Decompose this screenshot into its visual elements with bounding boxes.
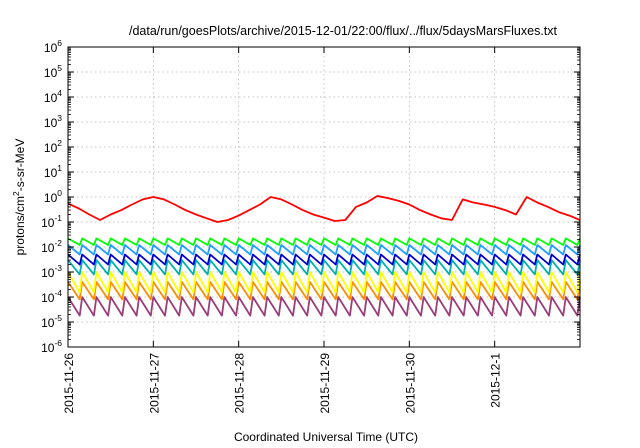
y-tick-exponent: 3	[57, 113, 62, 123]
y-tick-base: 10	[41, 241, 55, 255]
y-axis-label-sup: 2	[11, 191, 21, 196]
y-tick-base: 10	[44, 191, 58, 205]
series-line-2	[67, 244, 581, 256]
y-tick-base: 10	[44, 166, 58, 180]
x-axis-label: Coordinated Universal Time (UTC)	[234, 430, 418, 444]
y-tick-exponent: 2	[57, 138, 62, 148]
y-tick-base: 10	[44, 41, 58, 55]
x-tick-label: 2015-11-28	[233, 353, 247, 414]
x-axis: 2015-11-26 2015-11-27 2015-11-28 2015-11-29…	[62, 47, 503, 414]
x-tick-label: 2015-11-30	[403, 353, 417, 414]
y-tick-exponent: -6	[54, 338, 62, 348]
y-tick-base: 10	[41, 216, 55, 230]
x-tick-label: 2015-12-1	[489, 353, 503, 408]
y-tick-base: 10	[44, 66, 58, 80]
y-tick-label: 10-4	[41, 288, 62, 305]
y-tick-exponent: 1	[57, 163, 62, 173]
y-tick-base: 10	[44, 141, 58, 155]
y-tick-label: 10-6	[41, 338, 62, 355]
y-tick-base: 10	[41, 316, 55, 330]
y-tick-label: 10-5	[41, 313, 62, 330]
y-tick-exponent: 4	[57, 88, 62, 98]
x-tick-label: 2015-11-29	[318, 353, 332, 414]
y-tick-exponent: -3	[54, 263, 62, 273]
y-tick-exponent: -5	[54, 313, 62, 323]
y-tick-label: 104	[44, 88, 62, 105]
x-tick-label: 2015-11-26	[62, 353, 76, 414]
series-line-6	[67, 280, 581, 301]
y-tick-exponent: -1	[54, 213, 62, 223]
y-tick-label: 10-3	[41, 263, 62, 280]
y-tick-exponent: -4	[54, 288, 62, 298]
y-tick-exponent: 6	[57, 38, 62, 48]
y-tick-exponent: -2	[54, 238, 62, 248]
y-axis-label-pre: protons/cm	[13, 196, 27, 255]
y-tick-exponent: 5	[57, 63, 62, 73]
y-tick-label: 10-1	[41, 213, 62, 230]
y-tick-base: 10	[41, 341, 55, 355]
y-tick-label: 102	[44, 138, 62, 155]
series-line-3	[67, 253, 581, 266]
y-axis-label: protons/cm2-s-sr-MeV	[11, 139, 27, 256]
y-tick-base: 10	[44, 91, 58, 105]
series-line-4	[67, 259, 581, 276]
series-line-5	[67, 271, 581, 294]
y-axis-label-post: -s-sr-MeV	[13, 139, 27, 192]
y-tick-label: 103	[44, 113, 62, 130]
series-line-0	[67, 195, 581, 223]
x-tick-label: 2015-11-27	[147, 353, 161, 414]
series-line-7	[67, 296, 581, 317]
y-tick-label: 100	[44, 188, 62, 205]
y-tick-label: 10-2	[41, 238, 62, 255]
series-line-1	[67, 237, 581, 246]
y-axis: 10-610-510-410-310-210-11001011021031041…	[41, 38, 580, 355]
y-tick-label: 106	[44, 38, 62, 55]
y-tick-base: 10	[41, 266, 55, 280]
y-tick-label: 101	[44, 163, 62, 180]
y-tick-exponent: 0	[57, 188, 62, 198]
y-tick-base: 10	[44, 116, 58, 130]
series-layer	[67, 195, 581, 317]
y-tick-label: 105	[44, 63, 62, 80]
chart-title: /data/run/goesPlots/archive/2015-12-01/2…	[129, 24, 558, 38]
y-tick-base: 10	[41, 291, 55, 305]
